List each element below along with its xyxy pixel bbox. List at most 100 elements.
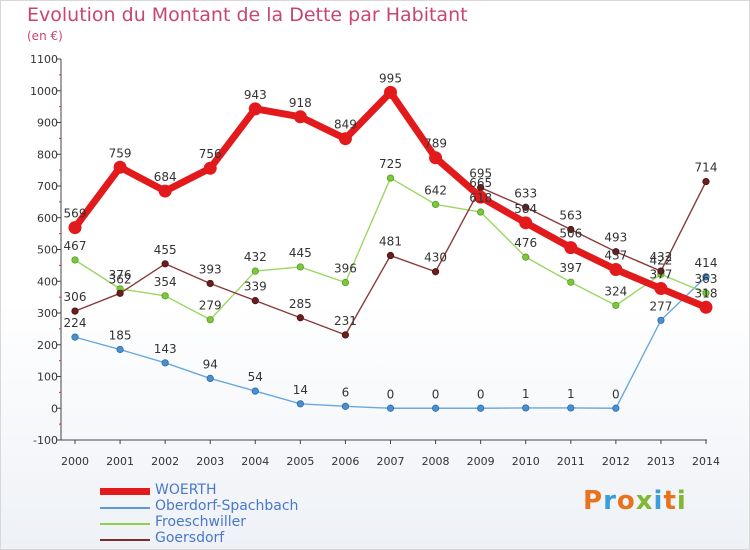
data-point	[609, 263, 623, 277]
data-point	[474, 190, 488, 204]
data-point	[113, 160, 127, 174]
data-point	[296, 400, 304, 408]
data-point	[429, 151, 443, 165]
data-label: 1	[522, 387, 530, 401]
x-tick-label: 2001	[106, 455, 134, 468]
data-label: 437	[604, 249, 627, 263]
x-tick-label: 2002	[151, 455, 179, 468]
data-label: 725	[379, 157, 402, 171]
y-tick-label: 700	[37, 180, 58, 193]
data-label: 0	[387, 387, 395, 401]
legend-label-oberdorf: Oberdorf-Spachbach	[155, 498, 299, 514]
data-label: 563	[559, 208, 582, 222]
data-label: 665	[469, 176, 492, 190]
y-tick-label: 600	[37, 212, 58, 225]
data-point	[161, 359, 169, 367]
x-tick-label: 2003	[196, 455, 224, 468]
data-point	[657, 267, 665, 275]
data-point	[522, 253, 530, 261]
y-tick-label: 100	[37, 371, 58, 384]
x-tick-label: 2011	[557, 455, 585, 468]
data-point	[702, 177, 710, 186]
data-label: 633	[514, 186, 537, 200]
data-label: 943	[244, 88, 267, 102]
x-tick-label: 2013	[647, 455, 675, 468]
x-tick-label: 2004	[241, 455, 269, 468]
data-label: 6	[342, 385, 350, 399]
data-label: 695	[469, 167, 492, 181]
data-point	[477, 208, 485, 216]
data-point	[116, 289, 124, 297]
data-label: 476	[514, 236, 537, 250]
data-point	[386, 174, 395, 182]
data-point	[702, 273, 710, 281]
data-point	[161, 292, 169, 300]
data-label: 143	[154, 342, 177, 356]
x-tick-label: 2009	[467, 455, 495, 468]
data-point	[251, 387, 259, 395]
data-label: 481	[379, 235, 402, 249]
data-label: 995	[379, 71, 402, 85]
data-point	[296, 263, 304, 271]
data-point	[203, 161, 217, 175]
data-point	[341, 278, 350, 287]
legend-swatch-oberdorf	[100, 507, 150, 509]
x-tick-label: 2014	[692, 455, 720, 468]
data-label: 714	[695, 161, 718, 175]
legend-swatch-froeschwiller	[100, 523, 150, 525]
data-label: 393	[199, 262, 222, 276]
x-tick-label: 2012	[602, 455, 630, 468]
data-point	[567, 278, 575, 286]
legend-label-froeschwiller: Froeschwiller	[155, 514, 247, 530]
data-label: 759	[109, 146, 132, 160]
data-label: 849	[334, 118, 357, 132]
data-point	[71, 333, 79, 341]
data-label: 430	[424, 251, 447, 265]
data-label: 397	[559, 261, 582, 275]
chart-title: Evolution du Montant de la Dette par Hab…	[27, 4, 468, 26]
x-tick-label: 2005	[286, 455, 314, 468]
data-point	[431, 200, 440, 209]
data-point	[654, 282, 668, 296]
data-label: 789	[424, 137, 447, 151]
data-label: 432	[244, 250, 267, 264]
data-point	[71, 256, 79, 264]
data-label: 569	[64, 207, 87, 221]
data-point	[567, 404, 575, 412]
data-label: 918	[289, 96, 312, 110]
data-point	[657, 316, 665, 324]
data-label: 0	[432, 387, 440, 401]
data-point	[71, 307, 79, 315]
proxiti-logo: Proxiti	[583, 486, 687, 516]
data-label: 354	[154, 275, 177, 289]
data-point	[293, 110, 307, 124]
data-label: 318	[695, 286, 718, 300]
legend-label-goersdorf: Goersdorf	[155, 530, 225, 546]
data-label: 422	[649, 253, 672, 267]
data-point	[431, 404, 440, 412]
data-label: 396	[334, 262, 357, 276]
data-point	[68, 221, 82, 235]
data-label: 377	[649, 268, 672, 282]
data-point	[386, 251, 395, 260]
data-label: 231	[334, 314, 357, 328]
data-label: 618	[469, 191, 492, 205]
data-label: 285	[289, 297, 312, 311]
data-point	[341, 402, 350, 410]
chart-subtitle: (en €)	[27, 29, 63, 43]
y-tick-label: 400	[37, 275, 58, 288]
y-tick-label: -100	[33, 434, 58, 447]
data-label: 584	[514, 202, 537, 216]
data-point	[522, 404, 530, 412]
y-tick-label: 500	[37, 244, 58, 257]
data-point	[338, 132, 352, 146]
data-point	[564, 241, 578, 255]
data-label: 467	[64, 239, 87, 253]
data-point	[522, 203, 530, 211]
data-label: 756	[199, 147, 222, 161]
data-point	[567, 225, 575, 234]
data-label: 185	[109, 329, 132, 343]
data-label: 277	[649, 299, 672, 313]
data-point	[384, 85, 397, 99]
